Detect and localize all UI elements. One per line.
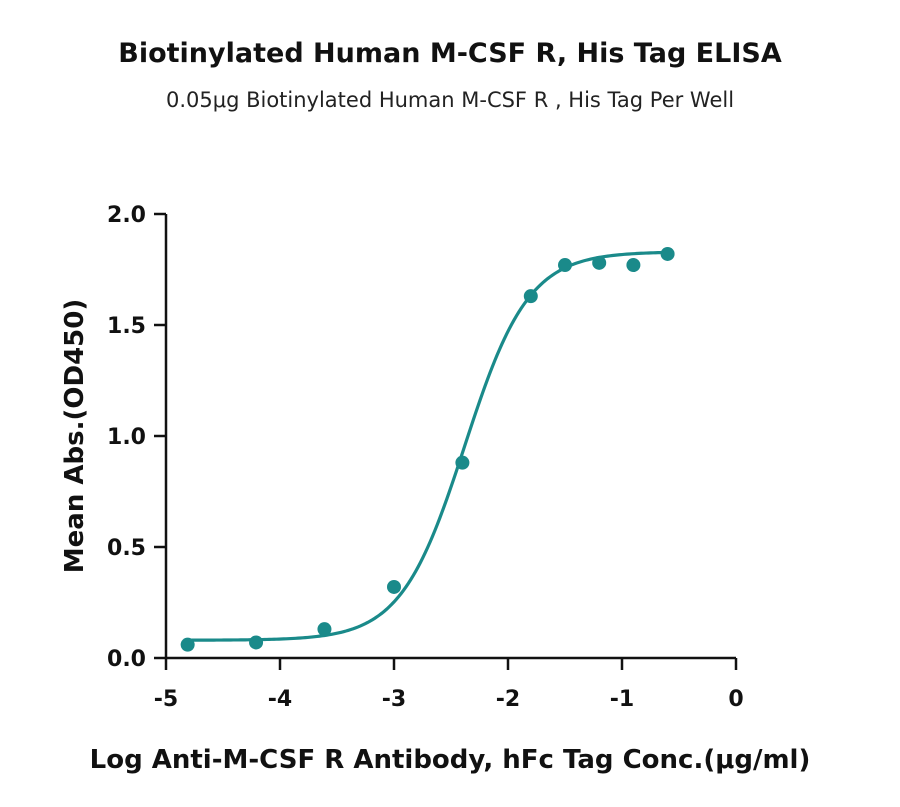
chart-title: Biotinylated Human M-CSF R, His Tag ELIS… <box>118 38 782 69</box>
x-tick-label: -5 <box>154 687 178 712</box>
data-point <box>387 579 401 594</box>
data-point <box>523 289 538 304</box>
y-tick-label: 0.0 <box>107 647 146 672</box>
x-tick-label: -2 <box>496 687 520 712</box>
x-tick-label: -3 <box>382 687 406 712</box>
data-point <box>626 258 641 273</box>
x-tick-label: -1 <box>610 687 634 712</box>
chart-subtitle: 0.05μg Biotinylated Human M-CSF R , His … <box>165 88 735 112</box>
data-point <box>249 635 264 650</box>
data-point <box>592 255 607 270</box>
fit-curve <box>187 250 668 642</box>
y-tick-label: 1.0 <box>107 425 146 450</box>
data-point <box>455 455 470 470</box>
x-tick-label: -4 <box>268 687 292 712</box>
x-tick-label: 0 <box>728 687 743 712</box>
fit-curve-layer <box>187 250 668 642</box>
data-point <box>660 246 675 261</box>
x-axis-title: Log Anti-M-CSF R Antibody, hFc Tag Conc.… <box>90 745 811 775</box>
data-point <box>317 622 332 637</box>
axes: 0.0 0.5 1.0 1.5 2.0 -5 -4 -3 -2 -1 0 <box>107 203 744 712</box>
y-tick-label: 2.0 <box>107 203 146 228</box>
data-point <box>180 637 195 652</box>
y-axis-title: Mean Abs.(OD450) <box>60 299 90 573</box>
y-tick-label: 1.5 <box>107 314 146 339</box>
data-point <box>558 258 572 273</box>
y-tick-label: 0.5 <box>107 536 146 561</box>
data-points-layer <box>180 246 675 652</box>
